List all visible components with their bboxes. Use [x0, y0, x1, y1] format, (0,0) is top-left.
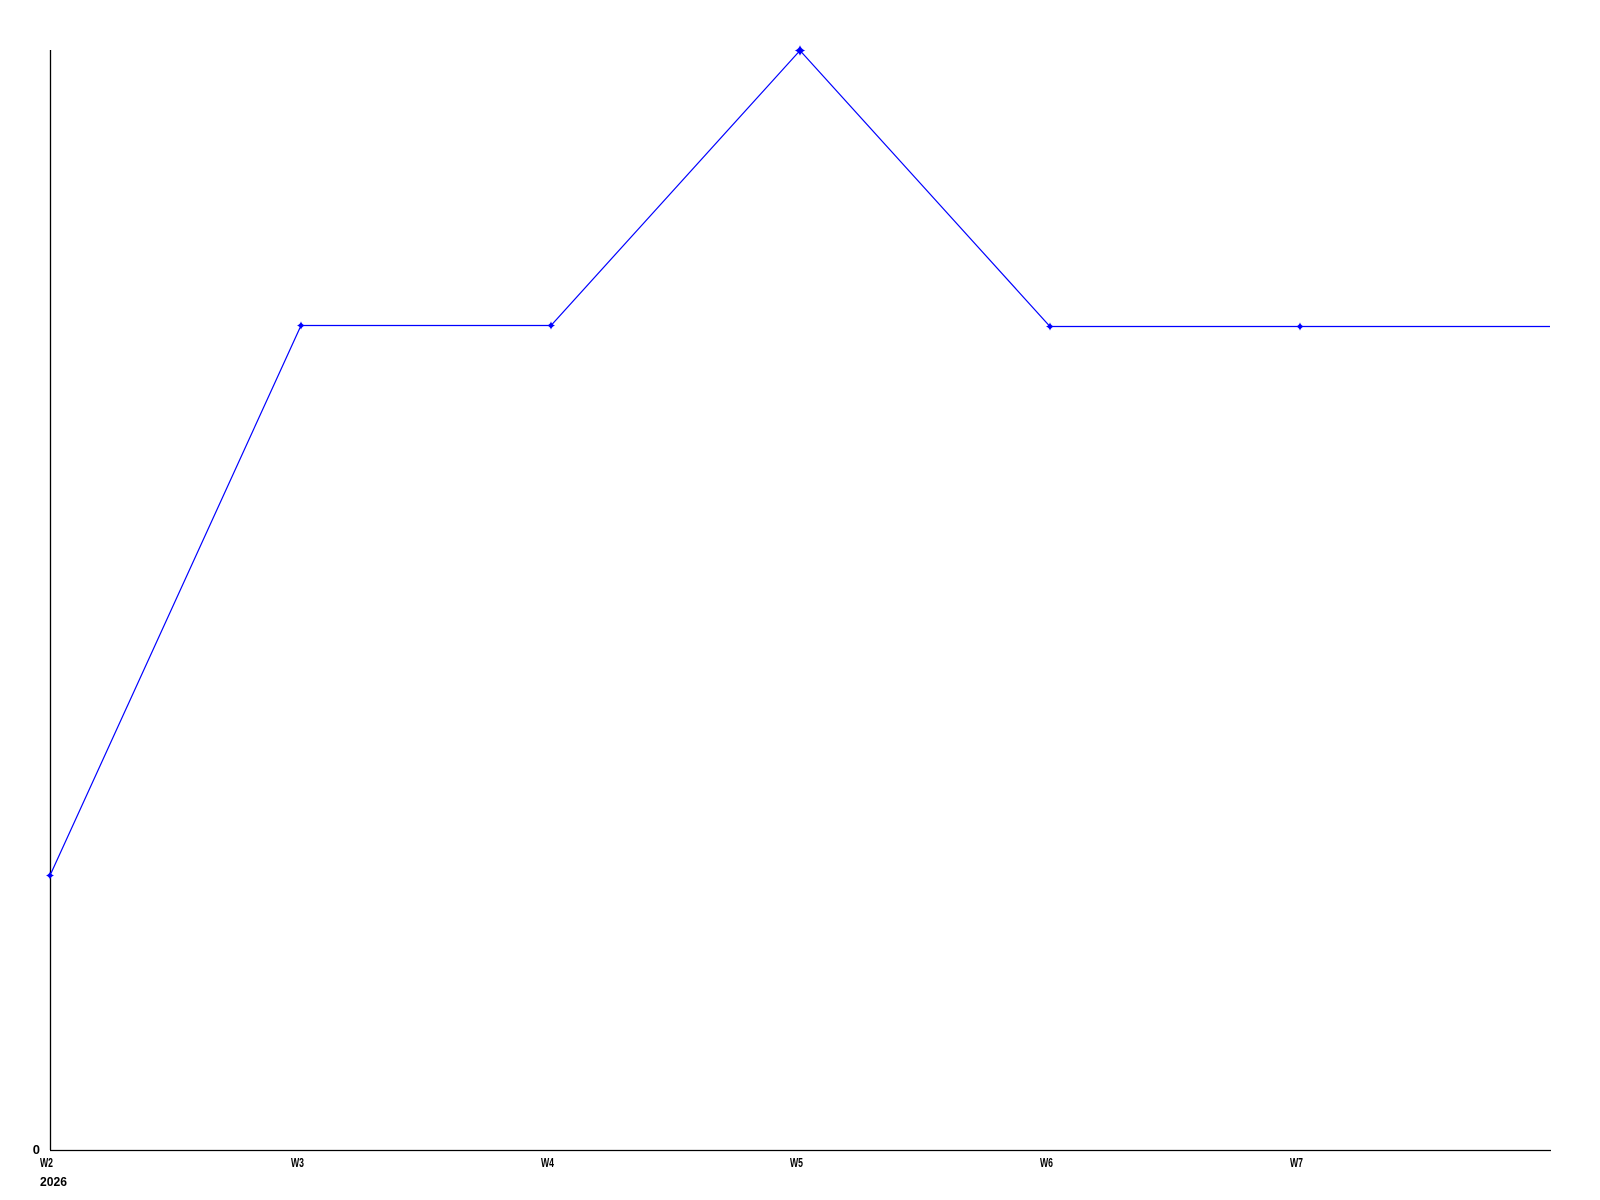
- svg-text:0: 0: [33, 1142, 40, 1157]
- svg-text:W2: W2: [40, 1155, 53, 1170]
- svg-text:2026: 2026: [40, 1174, 67, 1189]
- svg-text:W3: W3: [291, 1155, 304, 1170]
- svg-text:W6: W6: [1040, 1155, 1053, 1170]
- svg-text:W4: W4: [541, 1155, 555, 1170]
- svg-text:W7: W7: [1290, 1155, 1303, 1170]
- svg-text:W5: W5: [790, 1155, 803, 1170]
